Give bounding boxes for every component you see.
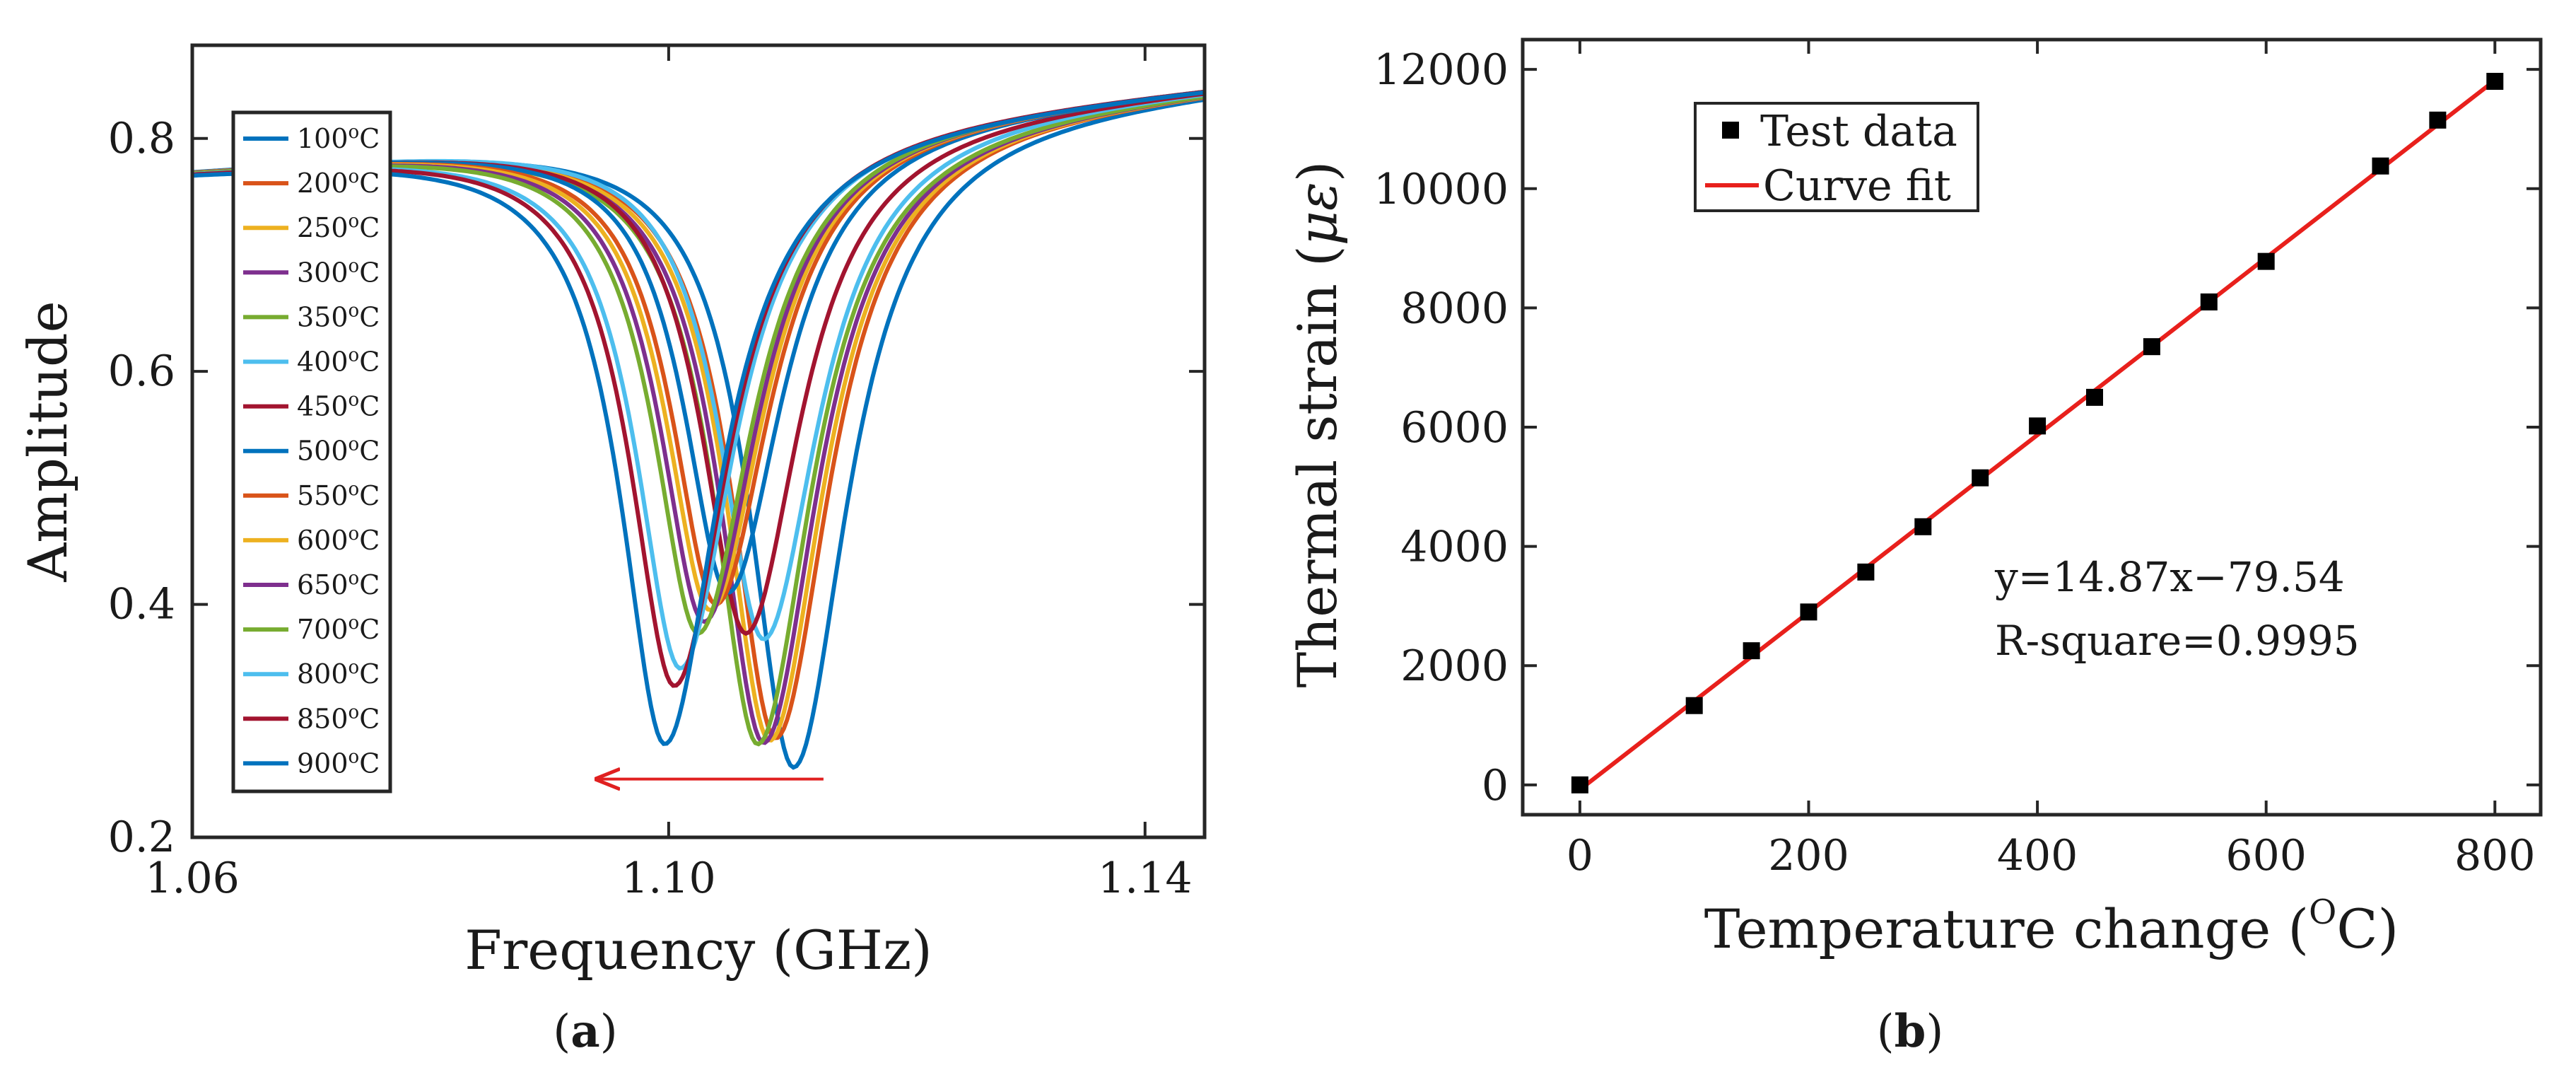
panel-a-x-tick-label: 1.10 bbox=[621, 854, 716, 903]
panel-a-legend-label: 700oC bbox=[297, 612, 380, 645]
panel-b-test-point bbox=[2429, 111, 2447, 129]
panel-b-r-square-annotation: R-square=0.9995 bbox=[1995, 617, 2360, 665]
panel-b-y-tick-label: 0 bbox=[1482, 761, 1509, 810]
panel-a-legend-items: 100oC 200oC 250oC 300oC 350oC 400oC 450oC 500oC… bbox=[243, 122, 380, 779]
panel-a-legend-label: 350oC bbox=[297, 300, 380, 332]
panel-b-test-point bbox=[1972, 469, 1989, 487]
panel-b-x-axis-label: Temperature change (OC) bbox=[1704, 892, 2399, 960]
panel-a-y-tick-label: 0.2 bbox=[108, 813, 175, 862]
panel-a-x-tick-label: 1.14 bbox=[1098, 854, 1193, 903]
panel-b-test-point bbox=[1914, 518, 1932, 535]
panel-a-plot-frame bbox=[190, 43, 1207, 839]
panel-b-legend-box bbox=[1694, 102, 1979, 212]
panel-a-y-ticks: 0.2 0.4 0.6 0.8 bbox=[108, 114, 1205, 862]
panel-a-x-axis-label: Frequency (GHz) bbox=[464, 919, 932, 982]
panel-b-test-point bbox=[2143, 338, 2160, 356]
panel-b-legend-label-test-data: Test data bbox=[1760, 107, 1957, 156]
panel-b-x-tick-label: 200 bbox=[1768, 831, 1849, 880]
panel-b-y-tick-label: 8000 bbox=[1400, 284, 1509, 333]
panel-a-y-tick-label: 0.8 bbox=[108, 114, 175, 163]
panel-b-y-axis-label: Thermal strain (με) bbox=[1286, 161, 1349, 688]
panel-b-y-tick-label: 12000 bbox=[1374, 45, 1509, 95]
panel-b-x-ticks: 0 200 400 600 800 bbox=[1567, 40, 2536, 880]
panel-b-y-tick-label: 2000 bbox=[1400, 641, 1509, 691]
panel-a-y-axis-label: Amplitude bbox=[16, 301, 79, 582]
panel-b-test-point bbox=[1571, 776, 1588, 793]
panel-b-legend-label-curve-fit: Curve fit bbox=[1763, 161, 1951, 211]
panel-a-legend: 100oC 200oC 250oC 300oC 350oC 400oC 450oC 500oC… bbox=[231, 110, 392, 793]
panel-b-test-point bbox=[1685, 697, 1703, 714]
panel-a-legend-label: 300oC bbox=[297, 255, 380, 288]
panel-b-y-tick-label: 10000 bbox=[1374, 165, 1509, 214]
panel-b-caption: (b) bbox=[1877, 1005, 1944, 1058]
panel-b-equation-annotation: y=14.87x−79.54 bbox=[1994, 553, 2345, 601]
panel-a-legend-label: 800oC bbox=[297, 657, 380, 690]
panel-b-fit-line bbox=[1579, 78, 2497, 791]
panel-b-y-tick-label: 4000 bbox=[1400, 523, 1509, 572]
panel-b-test-point bbox=[2085, 388, 2103, 406]
panel-b-x-tick-label: 800 bbox=[2454, 831, 2536, 880]
panel-a-legend-label: 600oC bbox=[297, 523, 380, 556]
panel-b-test-point bbox=[2200, 293, 2218, 310]
panel-a-legend-label: 400oC bbox=[297, 345, 380, 378]
panel-b-test-point bbox=[2029, 417, 2047, 435]
panel-a-legend-label: 200oC bbox=[297, 166, 380, 199]
panel-a-x-ticks: 1.06 1.10 1.14 bbox=[145, 45, 1193, 903]
panel-b-x-tick-label: 400 bbox=[1997, 831, 2078, 880]
panel-a-legend-label: 250oC bbox=[297, 211, 380, 243]
panel-a-legend-label: 850oC bbox=[297, 702, 380, 734]
panel-a-legend-label: 100oC bbox=[297, 122, 380, 154]
panel-a-legend-label: 650oC bbox=[297, 568, 380, 600]
panel-a-x-tick-label: 1.06 bbox=[145, 854, 240, 903]
panel-a-legend-label: 500oC bbox=[297, 434, 380, 467]
panel-b-x-tick-label: 0 bbox=[1567, 831, 1593, 880]
panel-b-test-points bbox=[1571, 73, 2504, 793]
panel-b-test-point bbox=[1743, 642, 1760, 660]
panel-b-test-point bbox=[2372, 157, 2389, 175]
panel-b-test-point bbox=[1857, 563, 1875, 581]
panel-b-test-point bbox=[2486, 73, 2504, 91]
panel-a-legend-label: 450oC bbox=[297, 390, 380, 422]
panel-a-legend-label: 550oC bbox=[297, 479, 380, 511]
panel-a-chart: 0.2 0.4 0.6 0.8 1.06 1.10 1.14 Frequency (GHz… bbox=[16, 43, 1207, 1058]
panel-b-chart: 0 2000 4000 6000 8000 10000 12000 0 200 400 600 80… bbox=[1286, 37, 2543, 1058]
panel-a-legend-label: 900oC bbox=[297, 746, 380, 779]
panel-a-y-tick-label: 0.6 bbox=[108, 347, 175, 396]
panel-a-caption: (a) bbox=[553, 1005, 617, 1058]
panel-b-y-ticks: 0 2000 4000 6000 8000 10000 12000 bbox=[1374, 45, 2541, 810]
panel-a-y-tick-label: 0.4 bbox=[108, 580, 175, 629]
panel-b-legend: Test data Curve fit bbox=[1694, 102, 1979, 212]
panel-b-legend-marker-test-data bbox=[1722, 122, 1739, 139]
panel-b-test-point bbox=[2257, 252, 2275, 270]
panel-b-x-tick-label: 600 bbox=[2225, 831, 2307, 880]
panel-b-y-tick-label: 6000 bbox=[1400, 403, 1509, 453]
panel-b-test-point bbox=[1800, 603, 1817, 621]
